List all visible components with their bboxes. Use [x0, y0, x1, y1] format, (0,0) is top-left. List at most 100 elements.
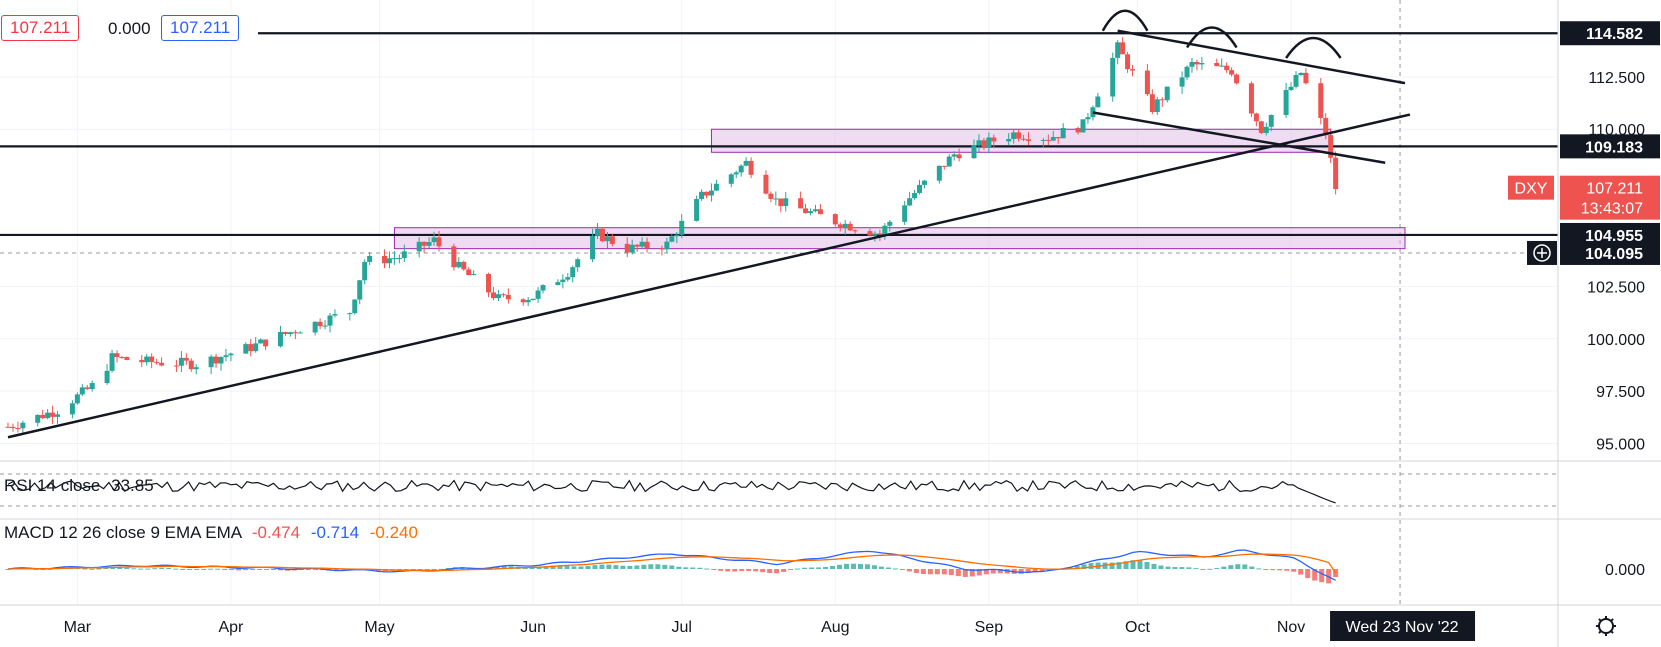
candle-body	[253, 343, 259, 352]
macd-histogram-bar	[424, 569, 430, 570]
macd-pane: 0.000	[5, 549, 1645, 584]
candle-body	[1214, 62, 1220, 67]
macd-histogram-bar	[816, 567, 822, 569]
macd-histogram-bar	[641, 564, 647, 569]
change-value: 0.000	[108, 19, 151, 38]
candle-body	[981, 140, 987, 148]
candle-body	[50, 412, 56, 417]
macd-histogram-bar	[1144, 562, 1150, 569]
macd-histogram-bar	[634, 565, 640, 569]
macd-histogram-bar	[774, 569, 780, 574]
macd-histogram-bar	[851, 563, 857, 569]
macd-histogram-bar	[753, 569, 759, 572]
macd-histogram-bar	[906, 569, 912, 572]
candle-body	[743, 160, 749, 166]
candle-body	[1045, 139, 1051, 141]
candle-body	[842, 223, 848, 228]
candle-body	[396, 258, 402, 260]
macd-histogram-bar	[1039, 569, 1045, 572]
macd-histogram-bar	[445, 567, 451, 569]
candle-body	[590, 235, 596, 260]
macd-histogram-bar	[1137, 560, 1143, 569]
macd-histogram-bar	[697, 567, 703, 569]
macd-histogram-bar	[1277, 569, 1283, 571]
rsi-pane	[0, 473, 1558, 507]
macd-histogram-bar	[1284, 569, 1290, 571]
macd-histogram-bar	[955, 569, 961, 577]
rsi-legend[interactable]: RSI 14 close 33.85	[4, 476, 154, 496]
candle-body	[956, 154, 962, 159]
candle-body	[708, 190, 714, 196]
macd-histogram-bar	[82, 568, 88, 570]
macd-signal-value: -0.240	[369, 523, 418, 542]
candle-body	[917, 184, 923, 193]
macd-histogram-bar	[606, 564, 612, 569]
candle-body	[505, 294, 511, 300]
macd-histogram-bar	[927, 569, 933, 575]
macd-line	[7, 549, 1336, 581]
candle-body	[55, 414, 61, 417]
macd-histogram-bar	[305, 569, 311, 570]
candle-body	[1263, 126, 1269, 133]
candle-body	[282, 332, 288, 335]
macd-histogram-bar	[229, 569, 235, 571]
candle-body	[629, 244, 635, 253]
macd-histogram-bar	[571, 566, 577, 569]
macd-histogram-bar	[1081, 564, 1087, 569]
candle-body	[921, 180, 927, 185]
countdown-text: 13:43:07	[1581, 201, 1643, 218]
candle-body	[139, 359, 145, 363]
macd-histogram-bar	[857, 563, 863, 569]
rsi-title: RSI 14 close	[4, 476, 101, 495]
candle-body	[907, 198, 913, 206]
macd-histogram-bar	[215, 568, 221, 570]
candle-body	[1130, 69, 1136, 71]
macd-histogram-bar	[47, 568, 53, 570]
candle-body	[426, 242, 432, 246]
macd-histogram-bar	[1158, 565, 1164, 569]
candle-body	[317, 321, 323, 327]
macd-line-value: -0.714	[310, 523, 360, 542]
candle-body	[634, 244, 640, 247]
candle-body	[837, 224, 843, 228]
candle-body	[1011, 132, 1017, 139]
macd-histogram-bar	[913, 569, 919, 574]
candle-body	[312, 321, 318, 333]
macd-histogram-bar	[138, 568, 144, 570]
candle-body	[575, 259, 581, 268]
macd-histogram-bar	[124, 567, 130, 569]
candlestick-series	[5, 37, 1339, 434]
candle-body	[159, 362, 165, 366]
candle-body	[327, 315, 333, 326]
rsi-line	[7, 479, 1336, 504]
candle-body	[1189, 61, 1195, 67]
candle-body	[887, 221, 893, 226]
candle-body	[84, 387, 90, 390]
candle-body	[912, 192, 918, 199]
candle-body	[277, 332, 283, 347]
candle-body	[74, 394, 80, 404]
candle-body	[1006, 138, 1012, 142]
candle-body	[847, 223, 853, 231]
candle-body	[367, 255, 373, 262]
price-tick-label: 100.000	[1587, 332, 1645, 349]
candle-body	[773, 198, 779, 200]
candle-body	[644, 241, 650, 249]
candle-body	[694, 198, 700, 221]
candle-body	[471, 274, 477, 276]
macd-histogram-bar	[152, 568, 158, 570]
candle-body	[1298, 72, 1304, 76]
symbol-tag	[1508, 175, 1554, 200]
candle-body	[1055, 137, 1061, 139]
candle-body	[1021, 138, 1027, 140]
macd-histogram-bar	[180, 569, 186, 570]
macd-histogram-bar	[1270, 569, 1276, 571]
ascending-trendline	[7, 113, 1411, 439]
candle-body	[674, 234, 680, 237]
macd-histogram-bar	[962, 569, 968, 577]
price-tick-label: 112.500	[1588, 70, 1645, 87]
candle-body	[1095, 96, 1101, 108]
macd-legend[interactable]: MACD 12 26 close 9 EMA EMA -0.474 -0.714…	[4, 523, 418, 543]
settings-gear-icon	[1598, 618, 1614, 634]
